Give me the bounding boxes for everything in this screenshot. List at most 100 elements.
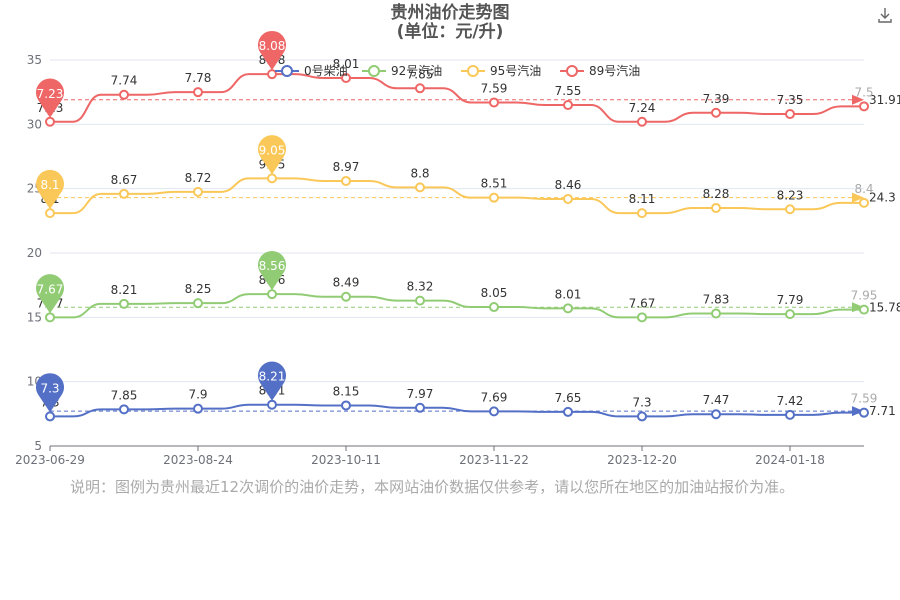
average-arrow — [852, 94, 864, 105]
data-point — [341, 175, 351, 186]
data-point — [489, 406, 499, 417]
data-point — [193, 186, 203, 197]
y-tick-label: 20 — [27, 246, 42, 260]
marker-pin — [258, 135, 287, 175]
data-point — [637, 411, 647, 422]
marker-pin — [36, 169, 64, 210]
data-label: 7.74 — [111, 74, 138, 88]
data-label: 7.59 — [481, 81, 508, 95]
data-label: 7.59 — [851, 392, 878, 406]
data-label: 7.67 — [629, 296, 656, 310]
average-arrow — [852, 406, 864, 417]
marker-pin — [36, 373, 65, 413]
data-label: 7.5 — [854, 85, 873, 99]
data-point — [563, 193, 573, 204]
legend-item: 0号柴油 — [304, 64, 348, 78]
data-point — [267, 289, 277, 300]
data-point — [45, 116, 55, 127]
legend-swatch-marker — [467, 65, 479, 77]
data-label: 7.55 — [555, 84, 582, 98]
x-tick-label: 2023-12-20 — [607, 453, 677, 467]
data-point — [785, 309, 795, 320]
data-point — [711, 409, 721, 420]
data-label: 7.24 — [629, 101, 656, 115]
x-tick-label: 2023-06-29 — [15, 453, 85, 467]
data-point — [637, 208, 647, 219]
x-tick-label: 2024-01-18 — [755, 453, 825, 467]
data-label: 7.79 — [777, 293, 804, 307]
data-point — [563, 303, 573, 314]
data-label: 8.21 — [111, 283, 138, 297]
data-point — [563, 406, 573, 417]
series-line — [50, 177, 864, 215]
data-label: 8.01 — [555, 287, 582, 301]
footnote: 说明：图例为贵州最近12次调价的油价走势，本网站油价数据仅供参考，请以您所在地区… — [70, 478, 795, 496]
x-tick-label: 2023-11-22 — [459, 453, 529, 467]
data-label: 7.47 — [703, 393, 730, 407]
marker-pin — [258, 361, 287, 401]
data-label: 8.67 — [111, 173, 138, 187]
marker-pin-label: 7.67 — [37, 282, 64, 296]
legend-swatch-marker — [566, 65, 578, 77]
data-label: 7.83 — [703, 292, 730, 306]
data-label: 7.78 — [185, 71, 212, 85]
data-point — [637, 116, 647, 127]
data-label: 8.01 — [333, 57, 360, 71]
data-point — [119, 89, 129, 100]
data-point — [711, 202, 721, 213]
data-point — [193, 298, 203, 309]
average-label: 24.3 — [869, 191, 896, 205]
data-label: 8.4 — [854, 182, 873, 196]
data-label: 7.97 — [407, 387, 434, 401]
data-point — [859, 101, 869, 112]
data-point — [489, 97, 499, 108]
average-label: 7.71 — [869, 404, 896, 418]
data-point — [267, 399, 277, 410]
y-tick-label: 15 — [27, 310, 42, 324]
average-arrow — [852, 302, 864, 313]
download-icon[interactable] — [876, 6, 894, 24]
series-line — [50, 73, 864, 123]
data-point — [119, 404, 129, 415]
data-point — [785, 109, 795, 120]
data-point — [489, 302, 499, 313]
chart-title: 贵州油价走势图 (单位：元/升) — [0, 4, 900, 42]
data-point — [415, 295, 425, 306]
data-label: 8.49 — [333, 276, 360, 290]
data-label: 8.51 — [481, 177, 508, 191]
data-label: 8.8 — [410, 166, 429, 180]
data-point — [859, 197, 869, 208]
chart-title-line1: 贵州油价走势图 — [390, 3, 510, 23]
data-point — [267, 173, 277, 184]
data-point — [193, 403, 203, 414]
data-label: 7.95 — [851, 289, 878, 303]
data-point — [119, 298, 129, 309]
data-label: 7.35 — [777, 93, 804, 107]
data-label: 8.72 — [185, 171, 212, 185]
legend-swatch-marker — [281, 65, 293, 77]
data-label: 8.32 — [407, 280, 434, 294]
marker-pin-label: 9.05 — [259, 143, 286, 157]
data-label: 7.85 — [111, 388, 138, 402]
data-point — [785, 409, 795, 420]
data-label: 7.65 — [555, 391, 582, 405]
average-arrow — [852, 192, 864, 203]
y-tick-label: 5 — [34, 439, 42, 453]
y-tick-label: 35 — [27, 53, 42, 67]
data-label: 7.85 — [407, 67, 434, 81]
marker-pin-label: 8.1 — [40, 178, 59, 192]
marker-pin-label: 8.08 — [259, 39, 286, 53]
data-point — [415, 83, 425, 94]
data-label: 8.15 — [333, 384, 360, 398]
y-tick-label: 30 — [27, 117, 42, 131]
data-point — [711, 107, 721, 118]
data-point — [45, 208, 55, 219]
average-label: 15.78 — [869, 300, 900, 314]
data-point — [711, 308, 721, 319]
data-point — [859, 304, 869, 315]
marker-pin — [36, 274, 65, 314]
marker-pin — [258, 30, 287, 71]
data-label: 7.3 — [632, 395, 651, 409]
data-point — [267, 69, 277, 80]
